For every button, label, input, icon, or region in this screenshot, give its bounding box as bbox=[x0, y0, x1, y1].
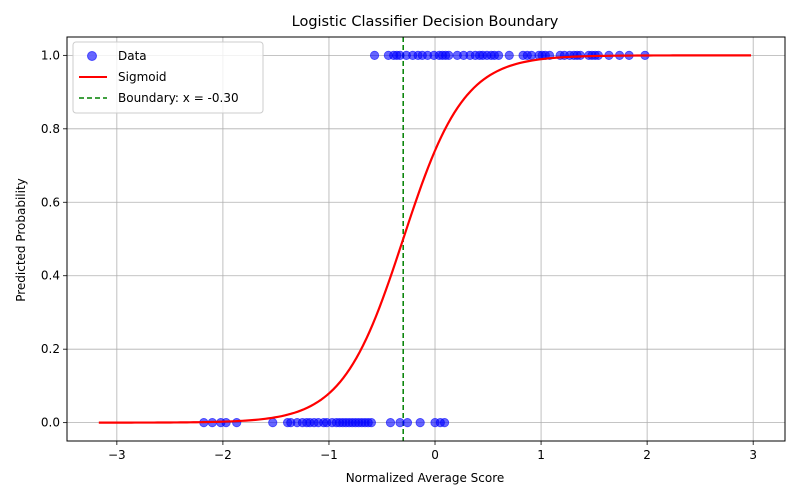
y-tick-label: 0.8 bbox=[41, 122, 60, 136]
legend-box bbox=[72, 41, 264, 114]
x-tick-label: 1 bbox=[537, 448, 545, 462]
legend-sigmoid-label: Sigmoid bbox=[118, 70, 167, 84]
data-point bbox=[268, 418, 278, 428]
y-tick-label: 0.6 bbox=[41, 195, 60, 209]
data-point bbox=[415, 418, 425, 428]
data-point bbox=[366, 418, 376, 428]
legend-boundary-label: Boundary: x = -0.30 bbox=[118, 91, 239, 105]
y-tick-label: 0.0 bbox=[41, 416, 60, 430]
data-point bbox=[369, 50, 380, 60]
data-point bbox=[504, 50, 514, 60]
x-tick-label: 2 bbox=[643, 448, 651, 462]
data-point bbox=[385, 418, 396, 428]
legend: Data Sigmoid Boundary: x = -0.30 bbox=[72, 41, 264, 114]
data-point bbox=[494, 50, 504, 60]
x-tick-label: −3 bbox=[108, 448, 126, 462]
legend-data-marker bbox=[87, 51, 97, 61]
y-axis-ticks: 0.0 0.2 0.4 0.6 0.8 1.0 bbox=[41, 48, 67, 430]
data-point bbox=[439, 418, 450, 428]
sigmoid-layer bbox=[98, 54, 752, 424]
x-axis-ticks: −3 −2 −1 0 1 2 3 bbox=[108, 441, 757, 462]
y-tick-label: 0.2 bbox=[41, 342, 60, 356]
legend-data-label: Data bbox=[118, 49, 147, 63]
x-tick-label: 0 bbox=[431, 448, 439, 462]
x-tick-label: −1 bbox=[320, 448, 338, 462]
x-tick-label: 3 bbox=[749, 448, 757, 462]
plot-frame bbox=[66, 36, 786, 442]
chart-title: Logistic Classifier Decision Boundary bbox=[292, 14, 559, 30]
y-tick-label: 1.0 bbox=[41, 48, 60, 62]
data-point bbox=[402, 418, 413, 428]
data-point bbox=[232, 418, 242, 428]
data-point bbox=[444, 50, 454, 60]
x-axis-title: Normalized Average Score bbox=[346, 471, 505, 485]
y-tick-label: 0.4 bbox=[41, 269, 60, 283]
sigmoid-curve bbox=[98, 54, 752, 424]
y-axis-title: Predicted Probability bbox=[14, 178, 28, 302]
x-tick-label: −2 bbox=[214, 448, 232, 462]
